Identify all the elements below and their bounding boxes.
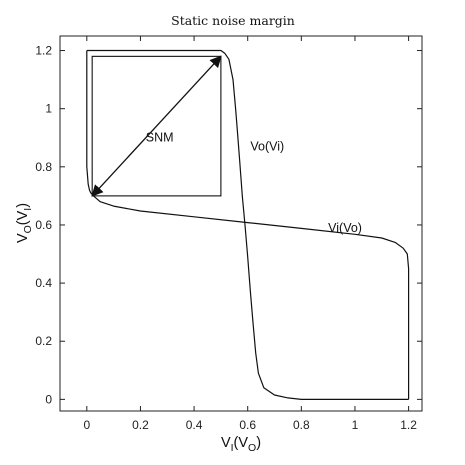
x-tick-label: 0.6 [239,418,256,432]
plot-frame [59,35,423,412]
y-tick-label: 1.2 [35,44,52,58]
y-tick-label: 0.2 [35,334,52,348]
x-tick-label: 0.8 [293,418,310,432]
y-tick-label: 1 [45,102,52,116]
vi-vo-label: Vi(Vo) [328,221,362,235]
y-tick-label: 0.8 [35,160,52,174]
y-tick-label: 0.6 [35,218,52,232]
x-tick-label: 0.4 [186,418,203,432]
series-line-vi-vo [86,50,410,400]
series-line-vo-vi [86,49,409,400]
x-axis-label: VI(VO) [221,435,261,454]
y-tick-label: 0 [45,392,52,406]
y-tick-label: 0.4 [35,276,52,290]
x-tick-label: 0.2 [132,418,149,432]
curves [86,49,410,400]
y-axis-label: VO(VI) [15,203,34,243]
y-axis-ticks: 0 0.2 0.4 0.6 0.8 1 1.2 [35,44,422,406]
x-tick-label: 0 [83,418,90,432]
x-tick-label: 1.2 [400,418,417,432]
snm-label: SNM [146,131,174,145]
chart-title: Static noise margin [171,13,295,28]
snm-diagonal-arrow [91,55,222,197]
x-axis-ticks: 0 0.2 0.4 0.6 0.8 1 1.2 [83,36,417,432]
x-tick-label: 1 [352,418,359,432]
vo-vi-label: Vo(Vi) [250,139,284,153]
